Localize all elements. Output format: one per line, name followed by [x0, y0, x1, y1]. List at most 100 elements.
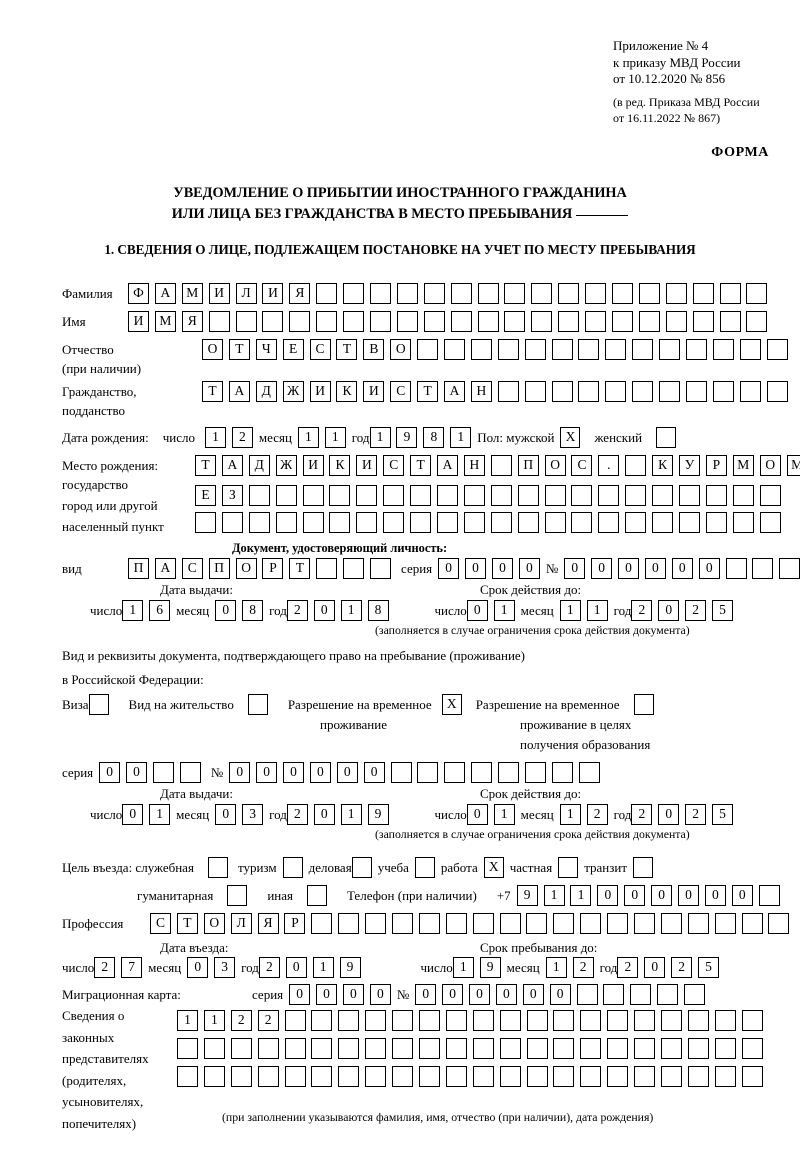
char-cell[interactable]: 9 — [339, 957, 361, 978]
char-cell[interactable] — [712, 339, 734, 360]
char-cell[interactable] — [598, 485, 620, 506]
char-cell[interactable] — [179, 762, 201, 783]
char-cell[interactable]: 0 — [644, 558, 666, 579]
char-cell[interactable]: Ф — [128, 283, 149, 304]
char-cell[interactable] — [739, 339, 761, 360]
char-cell[interactable] — [445, 1066, 467, 1087]
char-cell[interactable]: А — [221, 455, 243, 476]
char-cell[interactable] — [410, 512, 432, 533]
char-cell[interactable]: 5 — [698, 957, 719, 978]
char-cell[interactable] — [444, 762, 466, 783]
checkbox-purpose-humanitarian[interactable] — [227, 885, 248, 906]
char-cell[interactable]: 1 — [545, 957, 567, 978]
char-cell[interactable]: 0 — [369, 984, 391, 1005]
char-cell[interactable]: 1 — [452, 957, 474, 978]
char-cell[interactable] — [248, 485, 270, 506]
char-cell[interactable] — [248, 512, 270, 533]
char-cell[interactable] — [311, 1066, 333, 1087]
char-cell[interactable] — [632, 339, 654, 360]
char-cell[interactable] — [558, 283, 580, 304]
char-cell[interactable] — [758, 885, 780, 906]
char-cell[interactable]: И — [262, 283, 284, 304]
char-cell[interactable]: 2 — [586, 804, 608, 825]
char-cell[interactable]: А — [154, 283, 176, 304]
char-cell[interactable] — [612, 283, 634, 304]
char-cell[interactable] — [605, 381, 627, 402]
char-cell[interactable] — [607, 913, 629, 934]
char-cell[interactable]: 9 — [516, 885, 538, 906]
char-cell[interactable]: 0 — [313, 600, 335, 621]
char-cell[interactable]: А — [444, 381, 466, 402]
char-cell[interactable] — [472, 1038, 494, 1059]
char-cell[interactable] — [499, 913, 521, 934]
checkbox-sex-female[interactable] — [656, 427, 677, 448]
char-cell[interactable]: 2 — [631, 600, 653, 621]
char-cell[interactable] — [396, 311, 418, 332]
char-cell[interactable] — [463, 512, 485, 533]
char-cell[interactable]: М — [786, 455, 800, 476]
char-cell[interactable]: 0 — [597, 885, 619, 906]
char-cell[interactable]: С — [571, 455, 593, 476]
char-cell[interactable]: 0 — [469, 984, 490, 1005]
checkbox-purpose-official[interactable] — [207, 857, 228, 878]
char-cell[interactable] — [687, 913, 709, 934]
char-cell[interactable] — [661, 1066, 683, 1087]
checkbox-purpose-work[interactable]: X — [483, 857, 504, 878]
char-cell[interactable] — [752, 558, 774, 579]
birth-place-row-3-cells[interactable] — [195, 512, 781, 533]
char-cell[interactable] — [316, 558, 338, 579]
char-cell[interactable]: 0 — [363, 762, 385, 783]
char-cell[interactable] — [607, 1066, 629, 1087]
char-cell[interactable] — [257, 1038, 279, 1059]
char-cell[interactable] — [338, 1066, 360, 1087]
char-cell[interactable] — [553, 1038, 575, 1059]
char-cell[interactable] — [365, 1010, 387, 1031]
char-cell[interactable] — [585, 283, 607, 304]
char-cell[interactable]: С — [309, 339, 331, 360]
char-cell[interactable]: Н — [470, 381, 492, 402]
char-cell[interactable] — [692, 283, 714, 304]
char-cell[interactable] — [419, 1010, 441, 1031]
char-cell[interactable] — [526, 1038, 548, 1059]
char-cell[interactable] — [687, 1066, 709, 1087]
char-cell[interactable] — [275, 512, 297, 533]
char-cell[interactable] — [551, 339, 573, 360]
char-cell[interactable] — [661, 1038, 683, 1059]
char-cell[interactable] — [759, 485, 781, 506]
char-cell[interactable]: Е — [195, 485, 216, 506]
char-cell[interactable]: С — [150, 913, 171, 934]
char-cell[interactable] — [284, 1038, 306, 1059]
char-cell[interactable]: М — [732, 455, 754, 476]
char-cell[interactable] — [634, 1038, 656, 1059]
char-cell[interactable] — [558, 311, 580, 332]
char-cell[interactable] — [580, 913, 602, 934]
char-cell[interactable]: С — [390, 381, 412, 402]
char-cell[interactable]: И — [363, 381, 385, 402]
char-cell[interactable] — [634, 913, 656, 934]
char-cell[interactable] — [684, 984, 706, 1005]
char-cell[interactable] — [195, 512, 216, 533]
char-cell[interactable]: Е — [282, 339, 304, 360]
char-cell[interactable]: 0 — [731, 885, 753, 906]
char-cell[interactable]: Я — [289, 283, 311, 304]
char-cell[interactable] — [686, 381, 708, 402]
char-cell[interactable] — [152, 762, 174, 783]
char-cell[interactable]: 2 — [631, 804, 653, 825]
char-cell[interactable] — [365, 1038, 387, 1059]
char-cell[interactable]: О — [203, 913, 225, 934]
char-cell[interactable] — [450, 283, 472, 304]
char-cell[interactable]: 3 — [214, 957, 236, 978]
char-cell[interactable] — [705, 485, 727, 506]
char-cell[interactable]: О — [390, 339, 412, 360]
char-cell[interactable]: 1 — [493, 804, 515, 825]
char-cell[interactable] — [472, 913, 494, 934]
char-cell[interactable] — [338, 913, 360, 934]
